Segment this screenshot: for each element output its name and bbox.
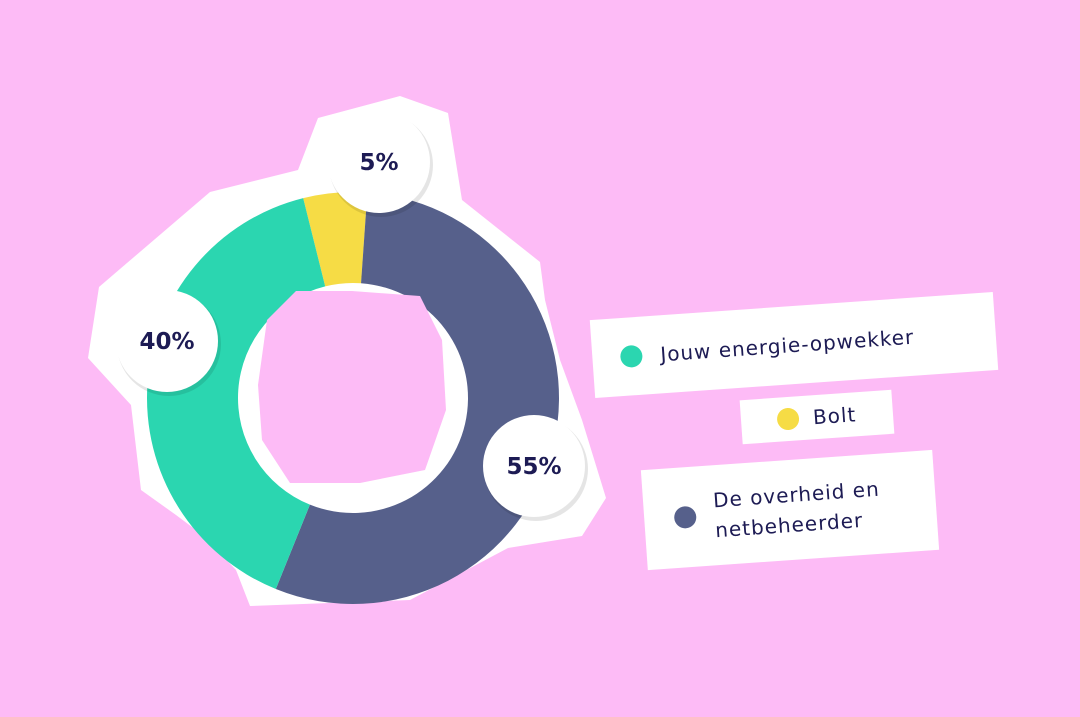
value-bubble-0 xyxy=(116,290,218,392)
value-label-0: 40% xyxy=(116,290,221,396)
value-label-2: 55% xyxy=(483,415,588,521)
legend-label-1: Bolt xyxy=(812,399,857,432)
value-bubble-2 xyxy=(483,415,585,517)
legend-label-2: De overheid en netbeheerder xyxy=(712,474,883,545)
legend-item-2: De overheid en netbeheerder xyxy=(640,449,940,571)
donut-hole xyxy=(258,291,446,483)
donut-slice-1 xyxy=(303,192,368,287)
value-label-1: 5% xyxy=(328,111,433,217)
value-label-text-1: 5% xyxy=(359,150,398,176)
donut-slice-2 xyxy=(275,192,559,604)
value-label-text-2: 55% xyxy=(506,454,561,480)
legend-label-0: Jouw energie-opwekker xyxy=(659,322,915,370)
donut-slice-0 xyxy=(147,198,326,589)
value-label-text-0: 40% xyxy=(139,329,194,355)
legend-label-1-line-0: Bolt xyxy=(812,402,858,430)
legend-label-0-line-0: Jouw energie-opwekker xyxy=(659,324,915,367)
legend-dot-2 xyxy=(673,505,697,530)
legend-dot-1 xyxy=(776,407,800,431)
value-bubble-1 xyxy=(328,111,430,213)
legend-dot-0 xyxy=(619,344,644,369)
